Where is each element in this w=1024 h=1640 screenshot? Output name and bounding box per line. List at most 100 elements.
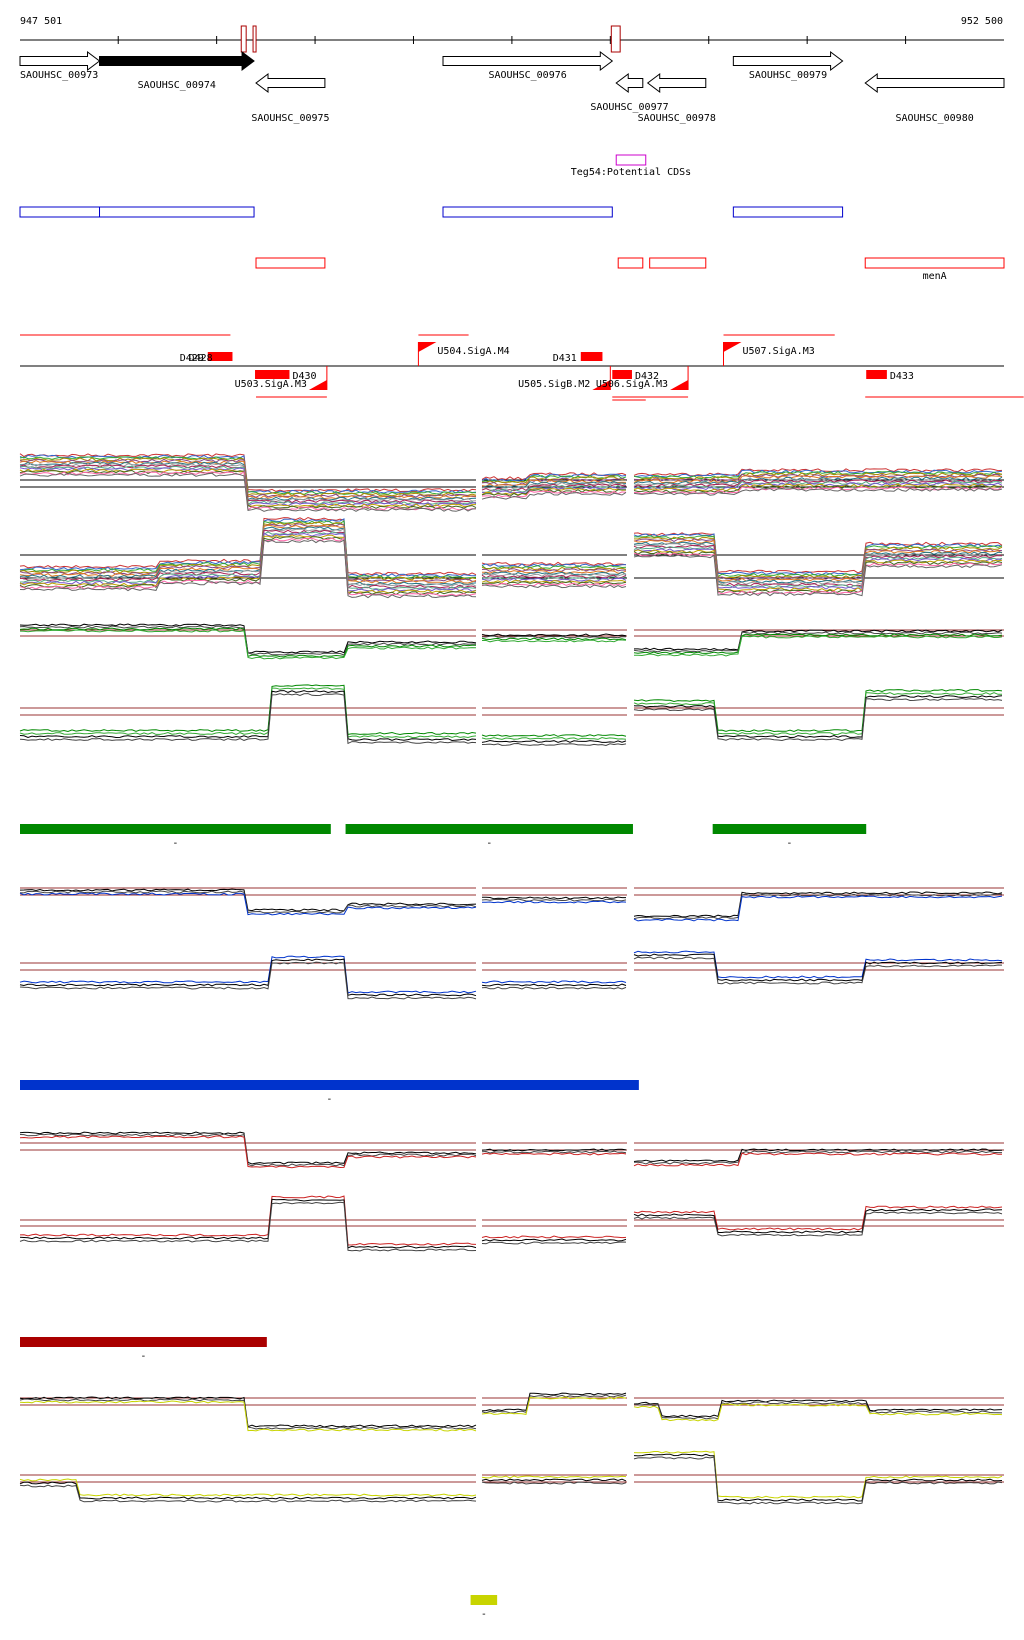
profile-trace-green-minus (633, 692, 1002, 736)
segment-bar-green[interactable] (20, 824, 331, 834)
profile-trace-all-plus (19, 472, 477, 512)
profile-trace-all-plus (633, 486, 1003, 495)
red-feature-track: menA (255, 257, 1005, 282)
profile-trace-yellow-minus (481, 1475, 627, 1479)
promoter-flag[interactable] (418, 342, 437, 352)
profile-trace-blue-minus (633, 950, 1003, 979)
axis-ticks (117, 36, 907, 44)
profile-trace-all-plus (481, 486, 627, 494)
profile-trace-green-minus (19, 684, 477, 736)
profile-trace-yellow-minus (19, 1481, 477, 1500)
profile-trace-yellow-minus (19, 1478, 477, 1497)
segment-bar-blue[interactable] (20, 1080, 639, 1090)
red-feature-box[interactable] (255, 257, 326, 269)
gene-arrow-saouhsc_00978[interactable] (646, 73, 707, 93)
blue-feature-box[interactable] (442, 206, 613, 218)
gene-label: SAOUHSC_00977 (590, 102, 668, 113)
segment-bar-yellow[interactable] (470, 1595, 498, 1605)
promoter-flag[interactable] (592, 380, 611, 390)
coordinate-axis: 947 501 952 500 (20, 16, 1004, 44)
promoter-label: U503.SigA.M3 (235, 379, 307, 390)
red-feature-label: menA (923, 271, 947, 282)
profile-trace-red-minus (633, 1208, 1003, 1234)
blue-feature-box[interactable] (19, 206, 101, 218)
profile-trace-yellow-minus (633, 1453, 1003, 1502)
potential-cds-track: Teg54:Potential CDSs (571, 154, 691, 178)
segment-bar-green[interactable] (345, 824, 633, 834)
profile-trace-yellow-plus (481, 1394, 627, 1414)
profile-trace-red-minus (481, 1235, 627, 1239)
gene-label: SAOUHSC_00979 (749, 70, 827, 81)
profile-trace-red-minus (19, 1195, 477, 1246)
gene-arrow-saouhsc_00975[interactable] (255, 73, 326, 93)
profile-trace-all-plus (481, 477, 627, 486)
gene-track: SAOUHSC_00973 SAOUHSC_00974 SAOUHSC_00975 S… (19, 51, 1005, 124)
profile-trace-red-minus (633, 1205, 1003, 1231)
promoter-flag[interactable] (723, 342, 742, 352)
profile-trace-red-plus (481, 1150, 627, 1154)
segment-bar-red[interactable] (20, 1337, 267, 1347)
profile-trace-all-plus (633, 484, 1003, 493)
promoter-label: U505.SigB.M2 (518, 379, 590, 390)
gene-arrow-saouhsc_00973[interactable] (19, 51, 101, 71)
profile-trace-yellow-minus (633, 1456, 1003, 1505)
blue-feature-box[interactable] (99, 206, 255, 218)
profile-trace-all-minus (19, 536, 476, 596)
gene-label: SAOUHSC_00975 (251, 113, 329, 124)
terminator-block[interactable] (612, 370, 632, 379)
terminator-block[interactable] (216, 352, 233, 361)
terminator-block[interactable] (255, 370, 290, 379)
profile-trace-yellow-plus (19, 1400, 477, 1432)
blue-feature-box[interactable] (732, 206, 844, 218)
profile-trace-all-minus (633, 532, 1003, 574)
locus-marker[interactable] (610, 25, 621, 53)
profile-trace-green-minus (19, 693, 477, 745)
profile-trace-all-minus (19, 520, 477, 579)
profile-trace-blue-minus (19, 955, 477, 994)
segment-bar-mark: - (486, 838, 492, 849)
gene-arrow-saouhsc_00977[interactable] (615, 73, 644, 93)
profile-trace-all-plus (481, 489, 627, 497)
segment-bar-mark: - (481, 1609, 487, 1620)
profile-trace-green-minus (633, 697, 1003, 742)
potential-cds-box[interactable] (615, 154, 647, 166)
promoter-flag[interactable] (670, 380, 689, 390)
profile-trace-all-minus (633, 554, 1003, 597)
gene-arrow-saouhsc_00974[interactable] (99, 51, 255, 71)
locus-marker[interactable] (252, 25, 257, 53)
profile-trace-red-plus (481, 1152, 627, 1156)
gene-label: SAOUHSC_00980 (895, 113, 973, 124)
terminator-block[interactable] (580, 352, 603, 361)
gene-arrow-saouhsc_00976[interactable] (442, 51, 614, 71)
profile-trace-all-minus (633, 533, 1003, 576)
red-feature-box[interactable] (864, 257, 1005, 269)
segment-bar-mark: - (172, 838, 178, 849)
segment-bar-green[interactable] (712, 824, 867, 834)
profile-trace-all-plus (633, 487, 1003, 496)
profile-trace-all-minus (633, 543, 1003, 585)
promoter-flag[interactable] (308, 380, 327, 390)
terminator-label: D428 (189, 353, 213, 364)
segment-bar-mark: - (140, 1351, 146, 1362)
terminator-label: D432 (635, 371, 659, 382)
profile-trace-all-minus (19, 529, 477, 589)
gene-arrow-saouhsc_00979[interactable] (732, 51, 844, 71)
profile-trace-all-minus (481, 572, 627, 577)
red-feature-box[interactable] (649, 257, 707, 269)
red-feature-box[interactable] (617, 257, 644, 269)
profile-trace-all-minus (633, 538, 1003, 581)
segment-bar-mark: - (326, 1094, 332, 1105)
terminator-block[interactable] (866, 370, 887, 379)
profile-trace-blue-plus (481, 900, 627, 904)
axis-start-label: 947 501 (20, 16, 62, 27)
profile-trace-blue-minus (19, 958, 477, 997)
gene-arrow-saouhsc_00980[interactable] (864, 73, 1005, 93)
profile-trace-blue-plus (482, 896, 626, 900)
profile-trace-all-plus (633, 483, 1003, 492)
profile-trace-green-minus (481, 736, 627, 740)
locus-marker[interactable] (240, 25, 247, 53)
profile-trace-all-plus (633, 475, 1003, 484)
profile-trace-green-plus (481, 633, 627, 637)
